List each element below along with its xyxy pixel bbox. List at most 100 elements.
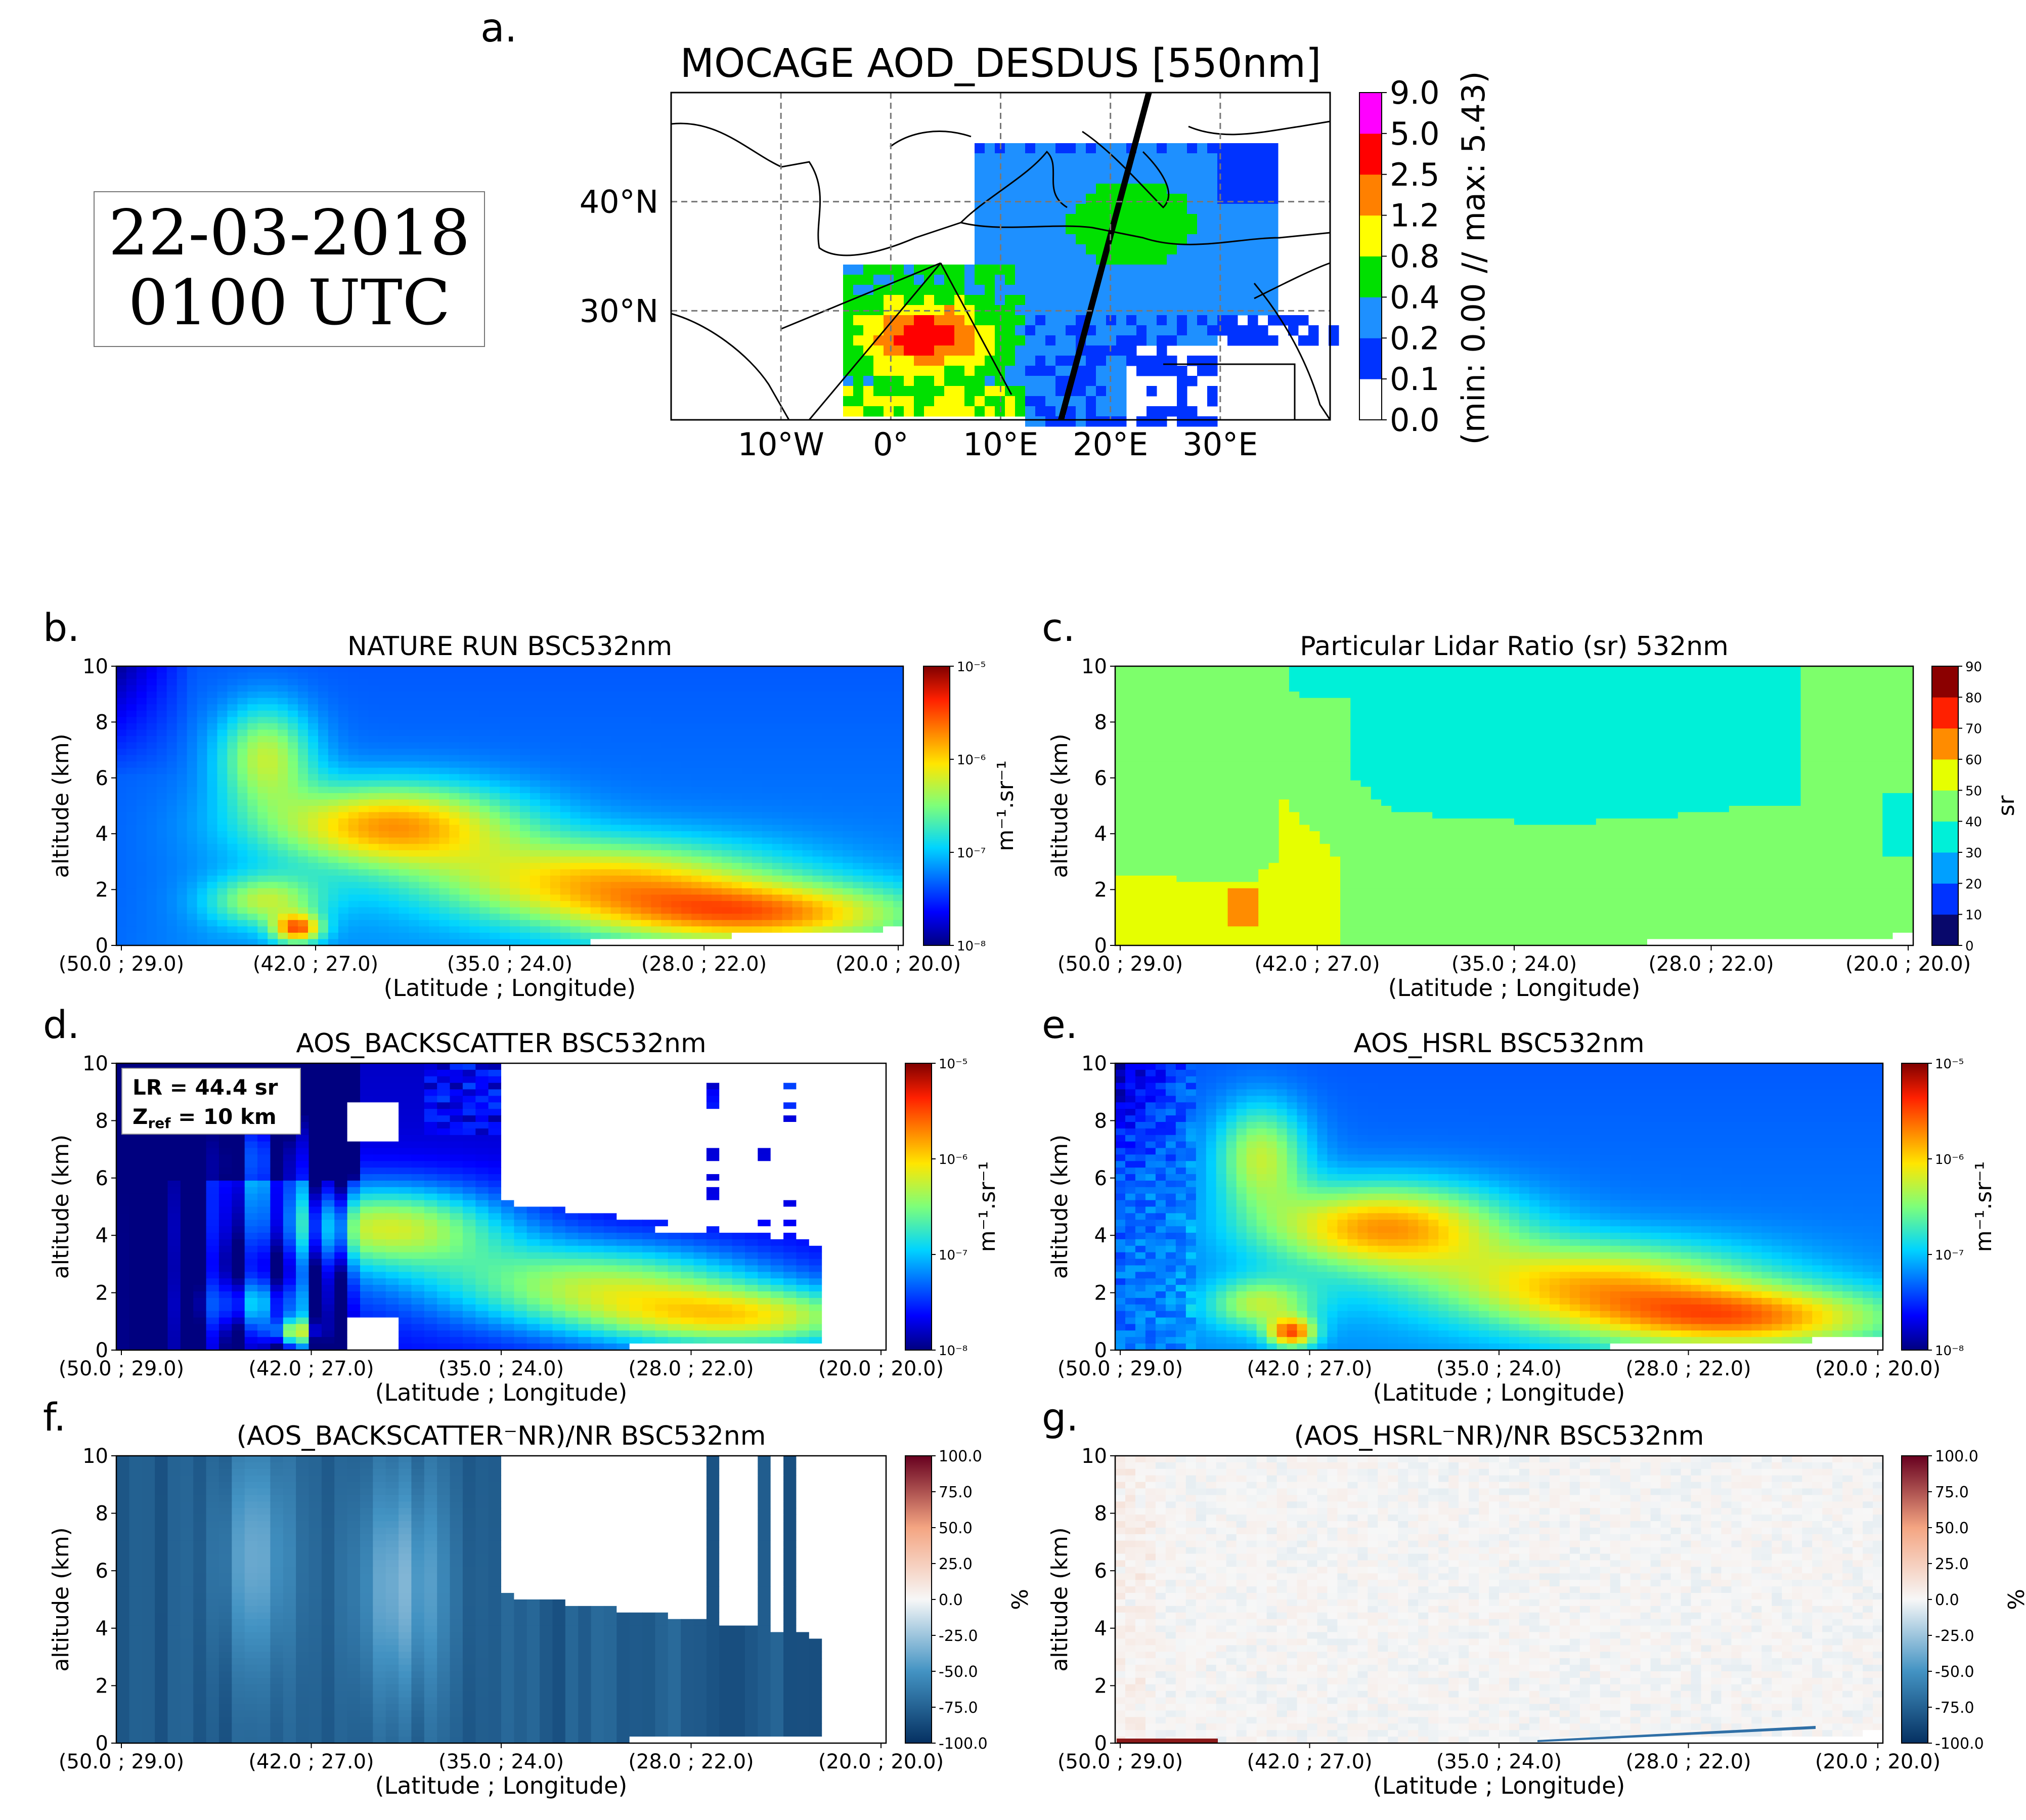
heatmap-cell <box>321 1226 335 1233</box>
heatmap-cell <box>772 869 783 876</box>
heatmap-cell <box>691 932 702 939</box>
heatmap-cell <box>590 914 601 921</box>
aod-cell <box>985 295 995 306</box>
aod-cell <box>843 285 854 295</box>
heatmap-cell <box>318 837 329 844</box>
heatmap-cell <box>641 812 651 819</box>
heatmap-cell <box>530 856 541 863</box>
heatmap-cell <box>550 831 561 838</box>
heatmap-cell <box>691 774 904 781</box>
heatmap-cell <box>540 1213 553 1220</box>
aod-cell <box>1025 174 1036 184</box>
heatmap-cell <box>218 1245 232 1253</box>
heatmap-cell <box>360 1148 373 1155</box>
heatmap-cell <box>244 1141 258 1149</box>
heatmap-cell <box>146 825 157 832</box>
heatmap-cell <box>621 862 631 870</box>
heatmap-cell <box>475 1187 489 1194</box>
heatmap-cell <box>338 710 349 717</box>
aod-cell <box>1167 184 1177 194</box>
heatmap-cell <box>883 856 894 863</box>
heatmap-cell <box>207 926 217 933</box>
heatmap-cell <box>296 1265 310 1272</box>
heatmap-cell <box>218 1174 245 1181</box>
heatmap-cell <box>450 1226 463 1233</box>
heatmap-cell <box>488 1187 502 1194</box>
heatmap-cell <box>526 1226 540 1233</box>
heatmap-cell <box>227 717 238 724</box>
heatmap-cell <box>247 736 258 743</box>
heatmap-cell <box>409 888 419 895</box>
heatmap-cell <box>501 1135 887 1142</box>
heatmap-cell <box>116 767 127 774</box>
heatmap-cell <box>758 1252 771 1260</box>
heatmap-cell <box>782 869 793 876</box>
heatmap-cell <box>661 914 672 921</box>
aod-cell <box>1035 163 1046 174</box>
heatmap-cell <box>360 1076 425 1084</box>
heatmap-cell <box>338 825 349 832</box>
aod-cell <box>1055 356 1066 366</box>
aod-cell <box>894 396 904 407</box>
heatmap-cell <box>449 876 460 883</box>
heatmap-cell <box>745 1272 758 1279</box>
heatmap-cell <box>136 749 147 756</box>
heatmap-cell <box>580 907 591 914</box>
heatmap-cell <box>187 825 198 832</box>
aod-cell <box>954 376 965 386</box>
heatmap-cell <box>373 1174 386 1181</box>
aod-cell <box>1238 275 1248 285</box>
heatmap-cell <box>278 907 288 914</box>
heatmap-cell <box>257 1187 271 1194</box>
heatmap-cell <box>368 901 379 908</box>
heatmap-cell <box>519 749 531 756</box>
heatmap-cell <box>550 926 561 933</box>
heatmap-cell <box>681 761 904 768</box>
heatmap-cell <box>719 1193 887 1201</box>
heatmap-cell <box>719 1187 887 1194</box>
heatmap-cell <box>762 780 904 787</box>
aod-cell <box>1066 174 1076 184</box>
heatmap-cell <box>409 856 419 863</box>
aod-cell <box>1167 265 1177 275</box>
heatmap-cell <box>519 926 531 933</box>
heatmap-cell <box>227 882 238 889</box>
heatmap-cell <box>600 767 611 774</box>
heatmap-cell <box>510 825 520 832</box>
aod-cell <box>1086 194 1096 204</box>
heatmap-cell <box>388 850 400 857</box>
heatmap-cell <box>257 1311 271 1318</box>
x-tick-label: (42.0 ; 27.0) <box>253 952 378 976</box>
heatmap-cell <box>358 831 369 838</box>
heatmap-cell <box>475 1259 489 1266</box>
aod-cell <box>1025 325 1036 336</box>
heatmap-cell <box>136 679 147 686</box>
heatmap-cell <box>809 1265 822 1272</box>
heatmap-cell <box>570 787 581 794</box>
heatmap-cell <box>166 793 178 800</box>
heatmap-cell <box>629 1239 643 1246</box>
heatmap-cell <box>693 1233 707 1240</box>
heatmap-cell <box>197 856 208 863</box>
heatmap-cell <box>893 901 904 908</box>
heatmap-cell <box>762 907 773 914</box>
heatmap-cell <box>146 799 157 806</box>
aod-cell <box>914 345 924 356</box>
aod-cell <box>1015 335 1026 346</box>
aod-cell <box>1177 163 1187 174</box>
aod-cell <box>944 335 955 346</box>
aod-cell <box>1167 356 1177 366</box>
heatmap-cell <box>770 1278 784 1285</box>
heatmap-cell <box>802 831 813 838</box>
heatmap-cell <box>270 1148 284 1155</box>
heatmap-cell <box>893 825 904 832</box>
heatmap-cell <box>490 862 500 870</box>
heatmap-cell <box>719 1245 733 1253</box>
heatmap-cell <box>530 901 541 908</box>
heatmap-cell <box>206 1285 219 1292</box>
aod-cell <box>1116 265 1127 275</box>
heatmap-cell <box>116 926 127 933</box>
heatmap-cell <box>832 818 843 826</box>
aod-cell <box>1096 406 1107 417</box>
heatmap-cell <box>610 844 621 851</box>
